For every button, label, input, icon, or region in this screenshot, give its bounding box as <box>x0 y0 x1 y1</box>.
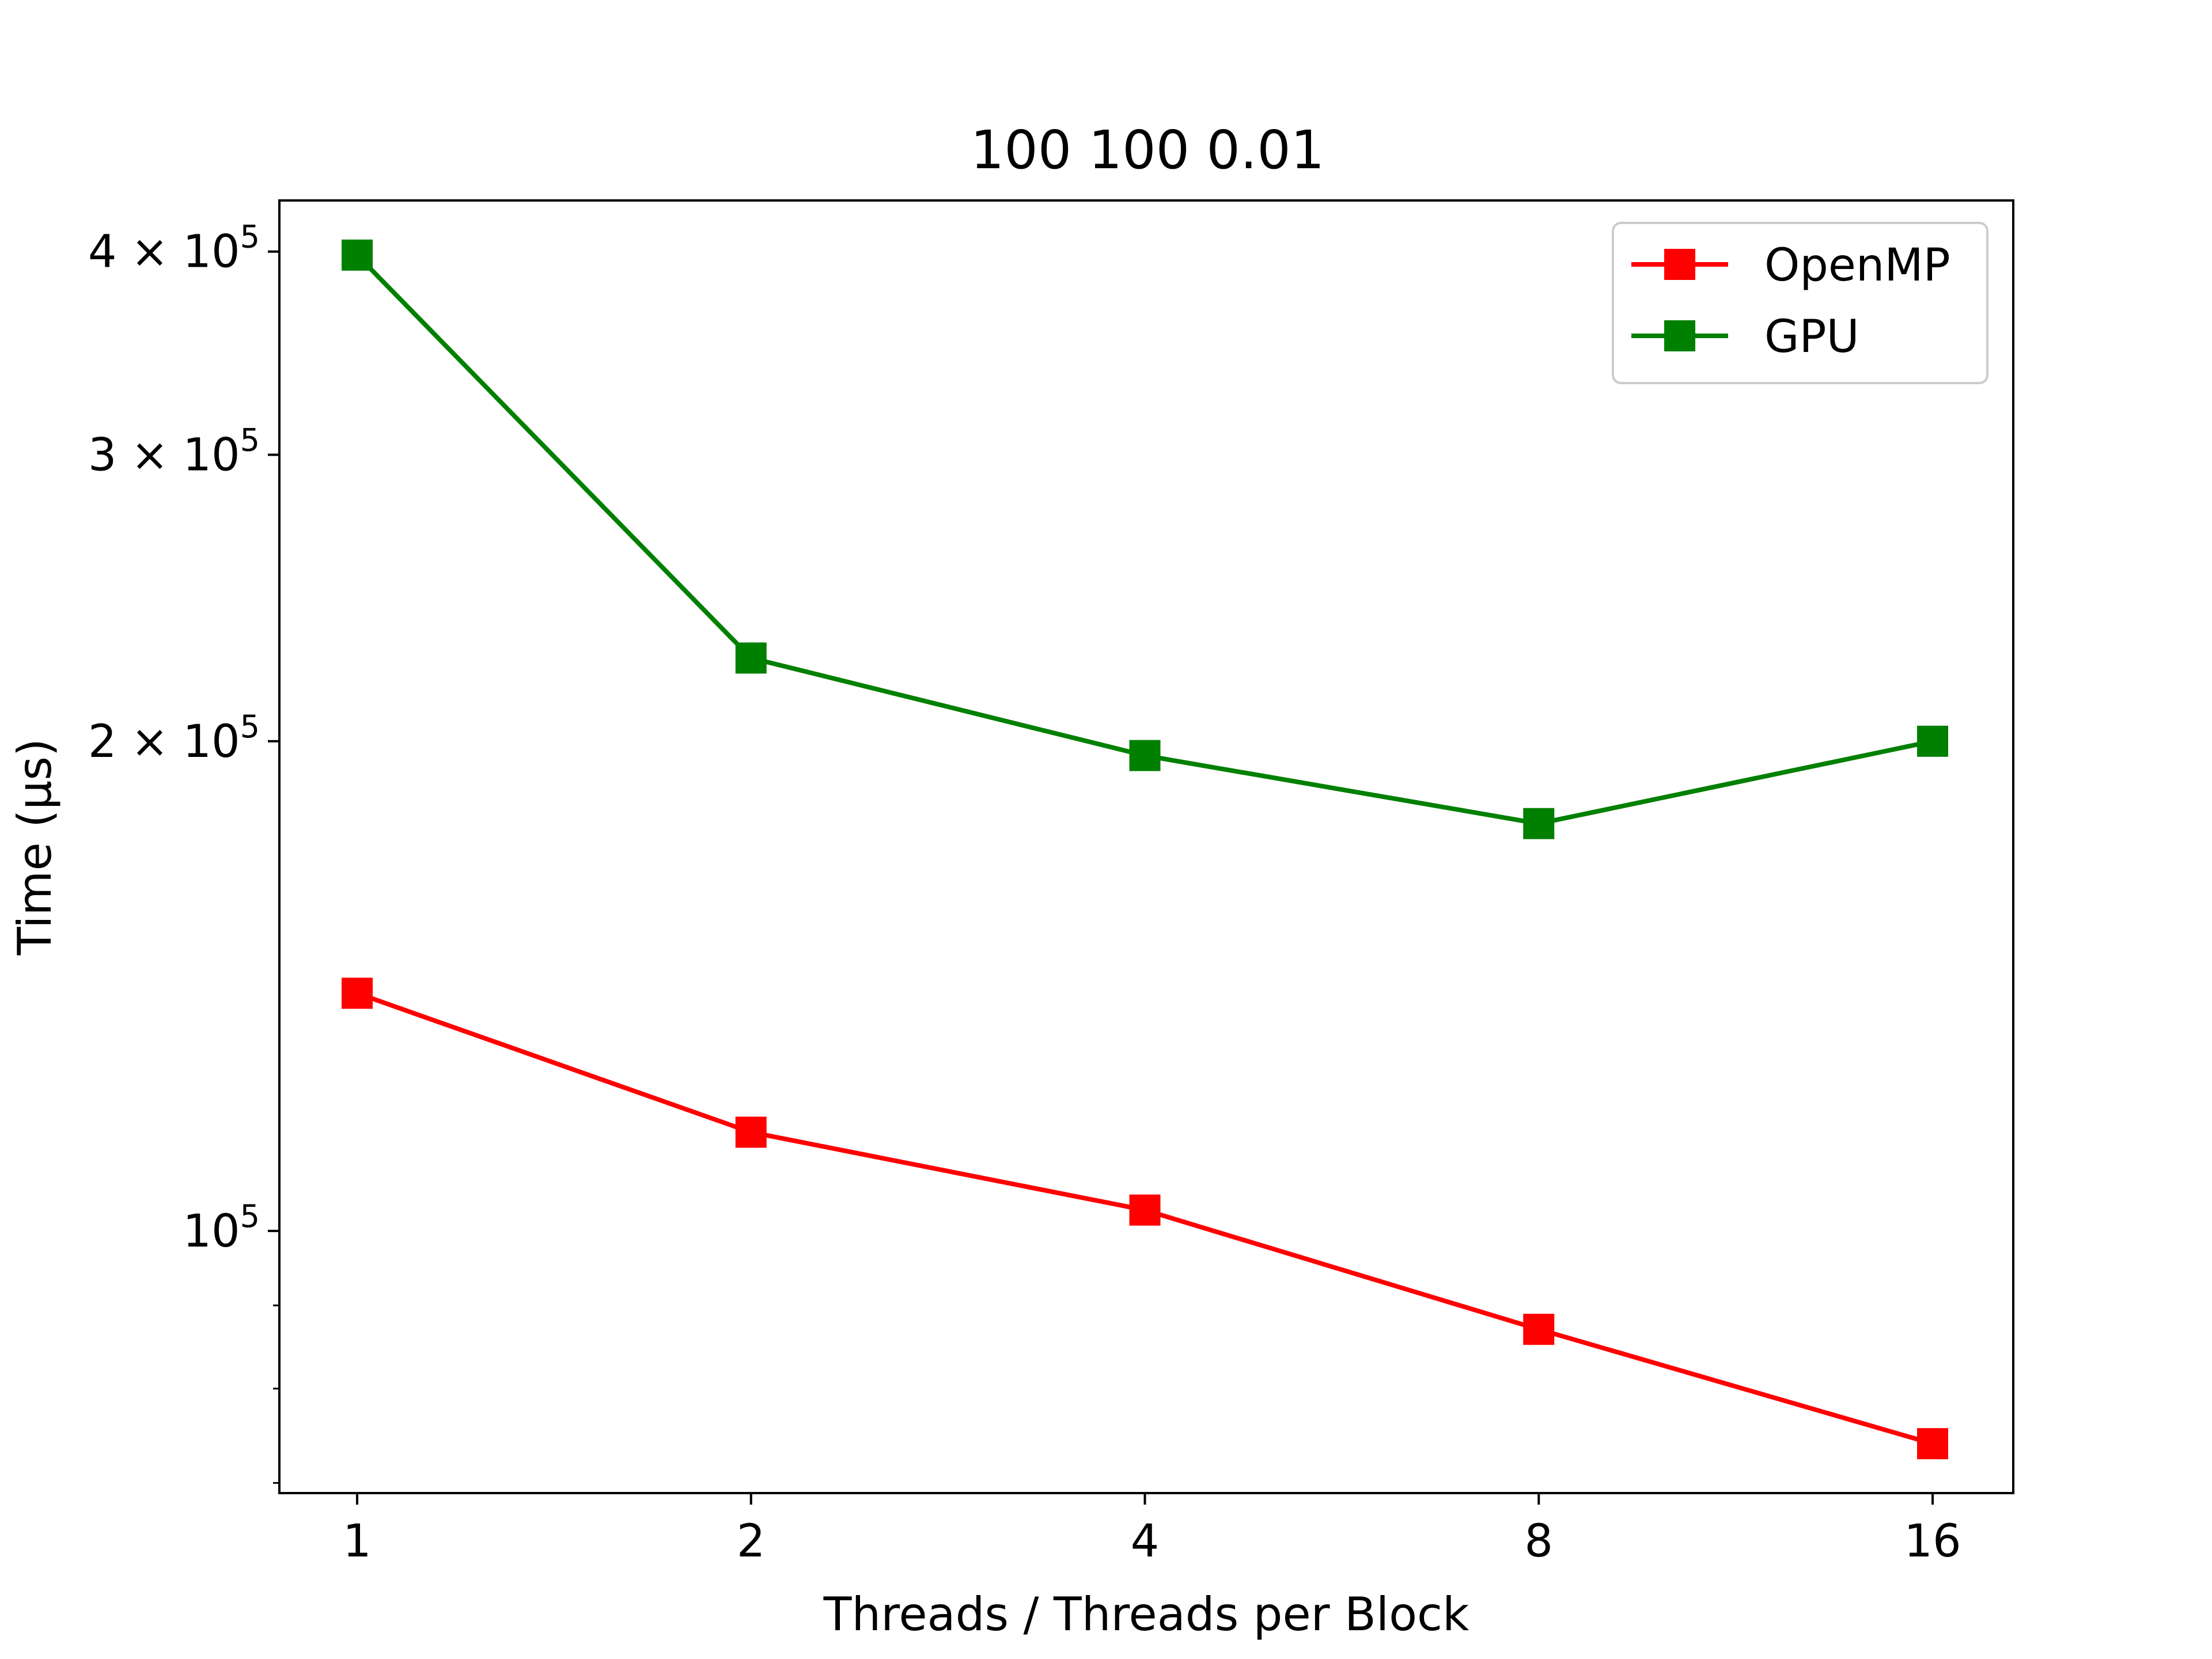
chart-title: 100 100 0.01 <box>971 119 1325 181</box>
legend-openmp-label: OpenMP <box>1764 240 1950 291</box>
y-axis-label: Time (µs) <box>8 738 62 956</box>
gpu-point-4 <box>1129 740 1161 771</box>
gpu-point-2 <box>735 642 767 674</box>
plot-frame <box>278 199 2014 1494</box>
series-layer <box>342 239 1948 1460</box>
x-tick-label: 16 <box>1904 1516 1961 1567</box>
legend-gpu-label: GPU <box>1764 311 1859 363</box>
y-tick-label: 2 × 105 <box>88 709 260 768</box>
gpu-point-1 <box>342 239 373 271</box>
openmp-point-8 <box>1523 1313 1555 1345</box>
x-tick-label: 2 <box>737 1516 766 1567</box>
y-tick-label: 3 × 105 <box>88 422 260 482</box>
gpu-point-16 <box>1917 725 1948 757</box>
x-axis-label: Threads / Threads per Block <box>823 1588 1469 1641</box>
openmp-point-4 <box>1129 1194 1161 1226</box>
x-tick-label: 4 <box>1131 1516 1160 1567</box>
openmp-point-16 <box>1917 1428 1948 1460</box>
x-tick-label: 8 <box>1524 1516 1553 1567</box>
legend-gpu-marker <box>1664 320 1695 351</box>
openmp-point-1 <box>342 978 373 1009</box>
legend: OpenMP GPU <box>1612 222 1988 384</box>
gpu-point-8 <box>1523 808 1555 839</box>
legend-openmp-marker <box>1664 249 1695 280</box>
x-axis: 1 2 4 8 16 <box>343 1493 1961 1567</box>
openmp-point-2 <box>735 1116 767 1148</box>
x-tick-label: 1 <box>343 1516 372 1567</box>
y-tick-label: 4 × 105 <box>88 219 260 278</box>
